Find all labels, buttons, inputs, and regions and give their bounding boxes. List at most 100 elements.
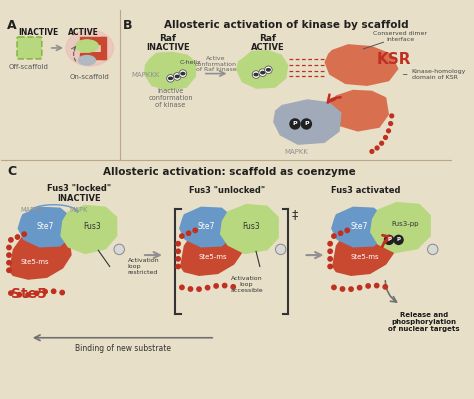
Circle shape xyxy=(180,234,184,238)
Circle shape xyxy=(188,287,192,291)
Text: C: C xyxy=(7,165,16,178)
Ellipse shape xyxy=(78,55,95,65)
Circle shape xyxy=(374,283,379,288)
Ellipse shape xyxy=(175,75,179,78)
Polygon shape xyxy=(9,227,72,280)
Text: Fus3 activated: Fus3 activated xyxy=(330,186,400,195)
Polygon shape xyxy=(180,223,243,276)
Circle shape xyxy=(176,241,180,246)
Circle shape xyxy=(34,291,39,296)
Text: Ste5-ms: Ste5-ms xyxy=(20,259,49,265)
Circle shape xyxy=(328,241,332,246)
Circle shape xyxy=(332,234,336,238)
Text: Ste5-ms: Ste5-ms xyxy=(350,254,379,260)
Circle shape xyxy=(384,235,394,245)
Text: Off-scaffold: Off-scaffold xyxy=(9,64,49,70)
Polygon shape xyxy=(80,38,104,57)
Text: MAPKK: MAPKK xyxy=(20,207,43,213)
Circle shape xyxy=(179,70,187,77)
Text: P: P xyxy=(304,121,309,126)
Circle shape xyxy=(43,289,47,294)
Circle shape xyxy=(17,292,22,297)
Ellipse shape xyxy=(181,72,185,75)
Text: P: P xyxy=(387,237,391,242)
Circle shape xyxy=(9,291,13,295)
Text: Active
conformation
of Raf kinase: Active conformation of Raf kinase xyxy=(195,56,237,72)
Text: Inactive
conformation
of kinase: Inactive conformation of kinase xyxy=(148,88,193,108)
Circle shape xyxy=(259,69,266,77)
Text: On-scaffold: On-scaffold xyxy=(70,73,109,80)
Circle shape xyxy=(222,283,227,288)
Circle shape xyxy=(7,261,11,265)
Circle shape xyxy=(428,244,438,255)
Circle shape xyxy=(7,245,11,250)
Text: Fus3 "locked"
INACTIVE: Fus3 "locked" INACTIVE xyxy=(47,184,111,203)
Circle shape xyxy=(380,141,383,145)
Circle shape xyxy=(60,290,64,295)
Text: C-helix: C-helix xyxy=(180,60,202,65)
Circle shape xyxy=(383,284,387,289)
Circle shape xyxy=(338,231,343,235)
Circle shape xyxy=(9,238,13,242)
Polygon shape xyxy=(60,205,117,254)
Circle shape xyxy=(205,285,210,290)
Circle shape xyxy=(328,257,332,261)
Bar xyxy=(101,38,106,59)
Circle shape xyxy=(375,146,379,150)
Circle shape xyxy=(289,118,301,130)
Circle shape xyxy=(387,129,391,133)
Text: KSR: KSR xyxy=(376,52,411,67)
Circle shape xyxy=(7,268,11,273)
Text: INACTIVE: INACTIVE xyxy=(146,43,190,52)
Polygon shape xyxy=(220,204,279,254)
Bar xyxy=(80,38,105,44)
Text: P: P xyxy=(397,237,401,242)
Text: P: P xyxy=(292,121,297,126)
Circle shape xyxy=(7,253,11,257)
Circle shape xyxy=(345,228,349,233)
Text: Ste7: Ste7 xyxy=(198,222,215,231)
Text: Ste7: Ste7 xyxy=(36,222,54,231)
Text: Raf: Raf xyxy=(159,34,176,43)
Text: Ste5-ms: Ste5-ms xyxy=(198,254,227,260)
Bar xyxy=(80,53,105,59)
Circle shape xyxy=(357,285,362,290)
Circle shape xyxy=(214,284,219,288)
Text: MAPK: MAPK xyxy=(70,207,88,213)
Circle shape xyxy=(15,235,20,239)
Ellipse shape xyxy=(261,71,264,74)
Text: ACTIVE: ACTIVE xyxy=(68,28,99,37)
Circle shape xyxy=(275,244,286,255)
Circle shape xyxy=(22,232,27,236)
Ellipse shape xyxy=(66,30,113,66)
Text: Fus3: Fus3 xyxy=(242,222,260,231)
Circle shape xyxy=(231,284,236,289)
Text: Allosteric activation: scaffold as coenzyme: Allosteric activation: scaffold as coenz… xyxy=(103,167,356,177)
Ellipse shape xyxy=(254,73,258,76)
Circle shape xyxy=(349,287,353,291)
Circle shape xyxy=(332,285,336,290)
Text: Kinase-homology
domain of KSR: Kinase-homology domain of KSR xyxy=(412,69,466,80)
Text: Conserved dimer
interface: Conserved dimer interface xyxy=(374,31,428,42)
Circle shape xyxy=(26,292,30,297)
Circle shape xyxy=(390,114,393,118)
Text: Activation
loop
accessible: Activation loop accessible xyxy=(230,276,263,292)
Circle shape xyxy=(173,73,181,80)
Text: Activation
loop
restricted: Activation loop restricted xyxy=(128,258,159,275)
Circle shape xyxy=(252,71,260,78)
Circle shape xyxy=(167,75,174,82)
Circle shape xyxy=(197,287,201,291)
Ellipse shape xyxy=(266,69,270,71)
Polygon shape xyxy=(370,202,431,253)
Text: Allosteric activation of kinase by scaffold: Allosteric activation of kinase by scaff… xyxy=(164,20,409,30)
FancyBboxPatch shape xyxy=(17,37,42,59)
Circle shape xyxy=(52,289,56,293)
Polygon shape xyxy=(332,223,395,276)
Text: ACTIVE: ACTIVE xyxy=(251,43,284,52)
Text: INACTIVE: INACTIVE xyxy=(18,28,59,37)
Text: Binding of new substrate: Binding of new substrate xyxy=(75,344,171,354)
Circle shape xyxy=(328,264,332,269)
Text: A: A xyxy=(7,20,17,32)
Polygon shape xyxy=(324,44,399,86)
Circle shape xyxy=(186,231,191,235)
